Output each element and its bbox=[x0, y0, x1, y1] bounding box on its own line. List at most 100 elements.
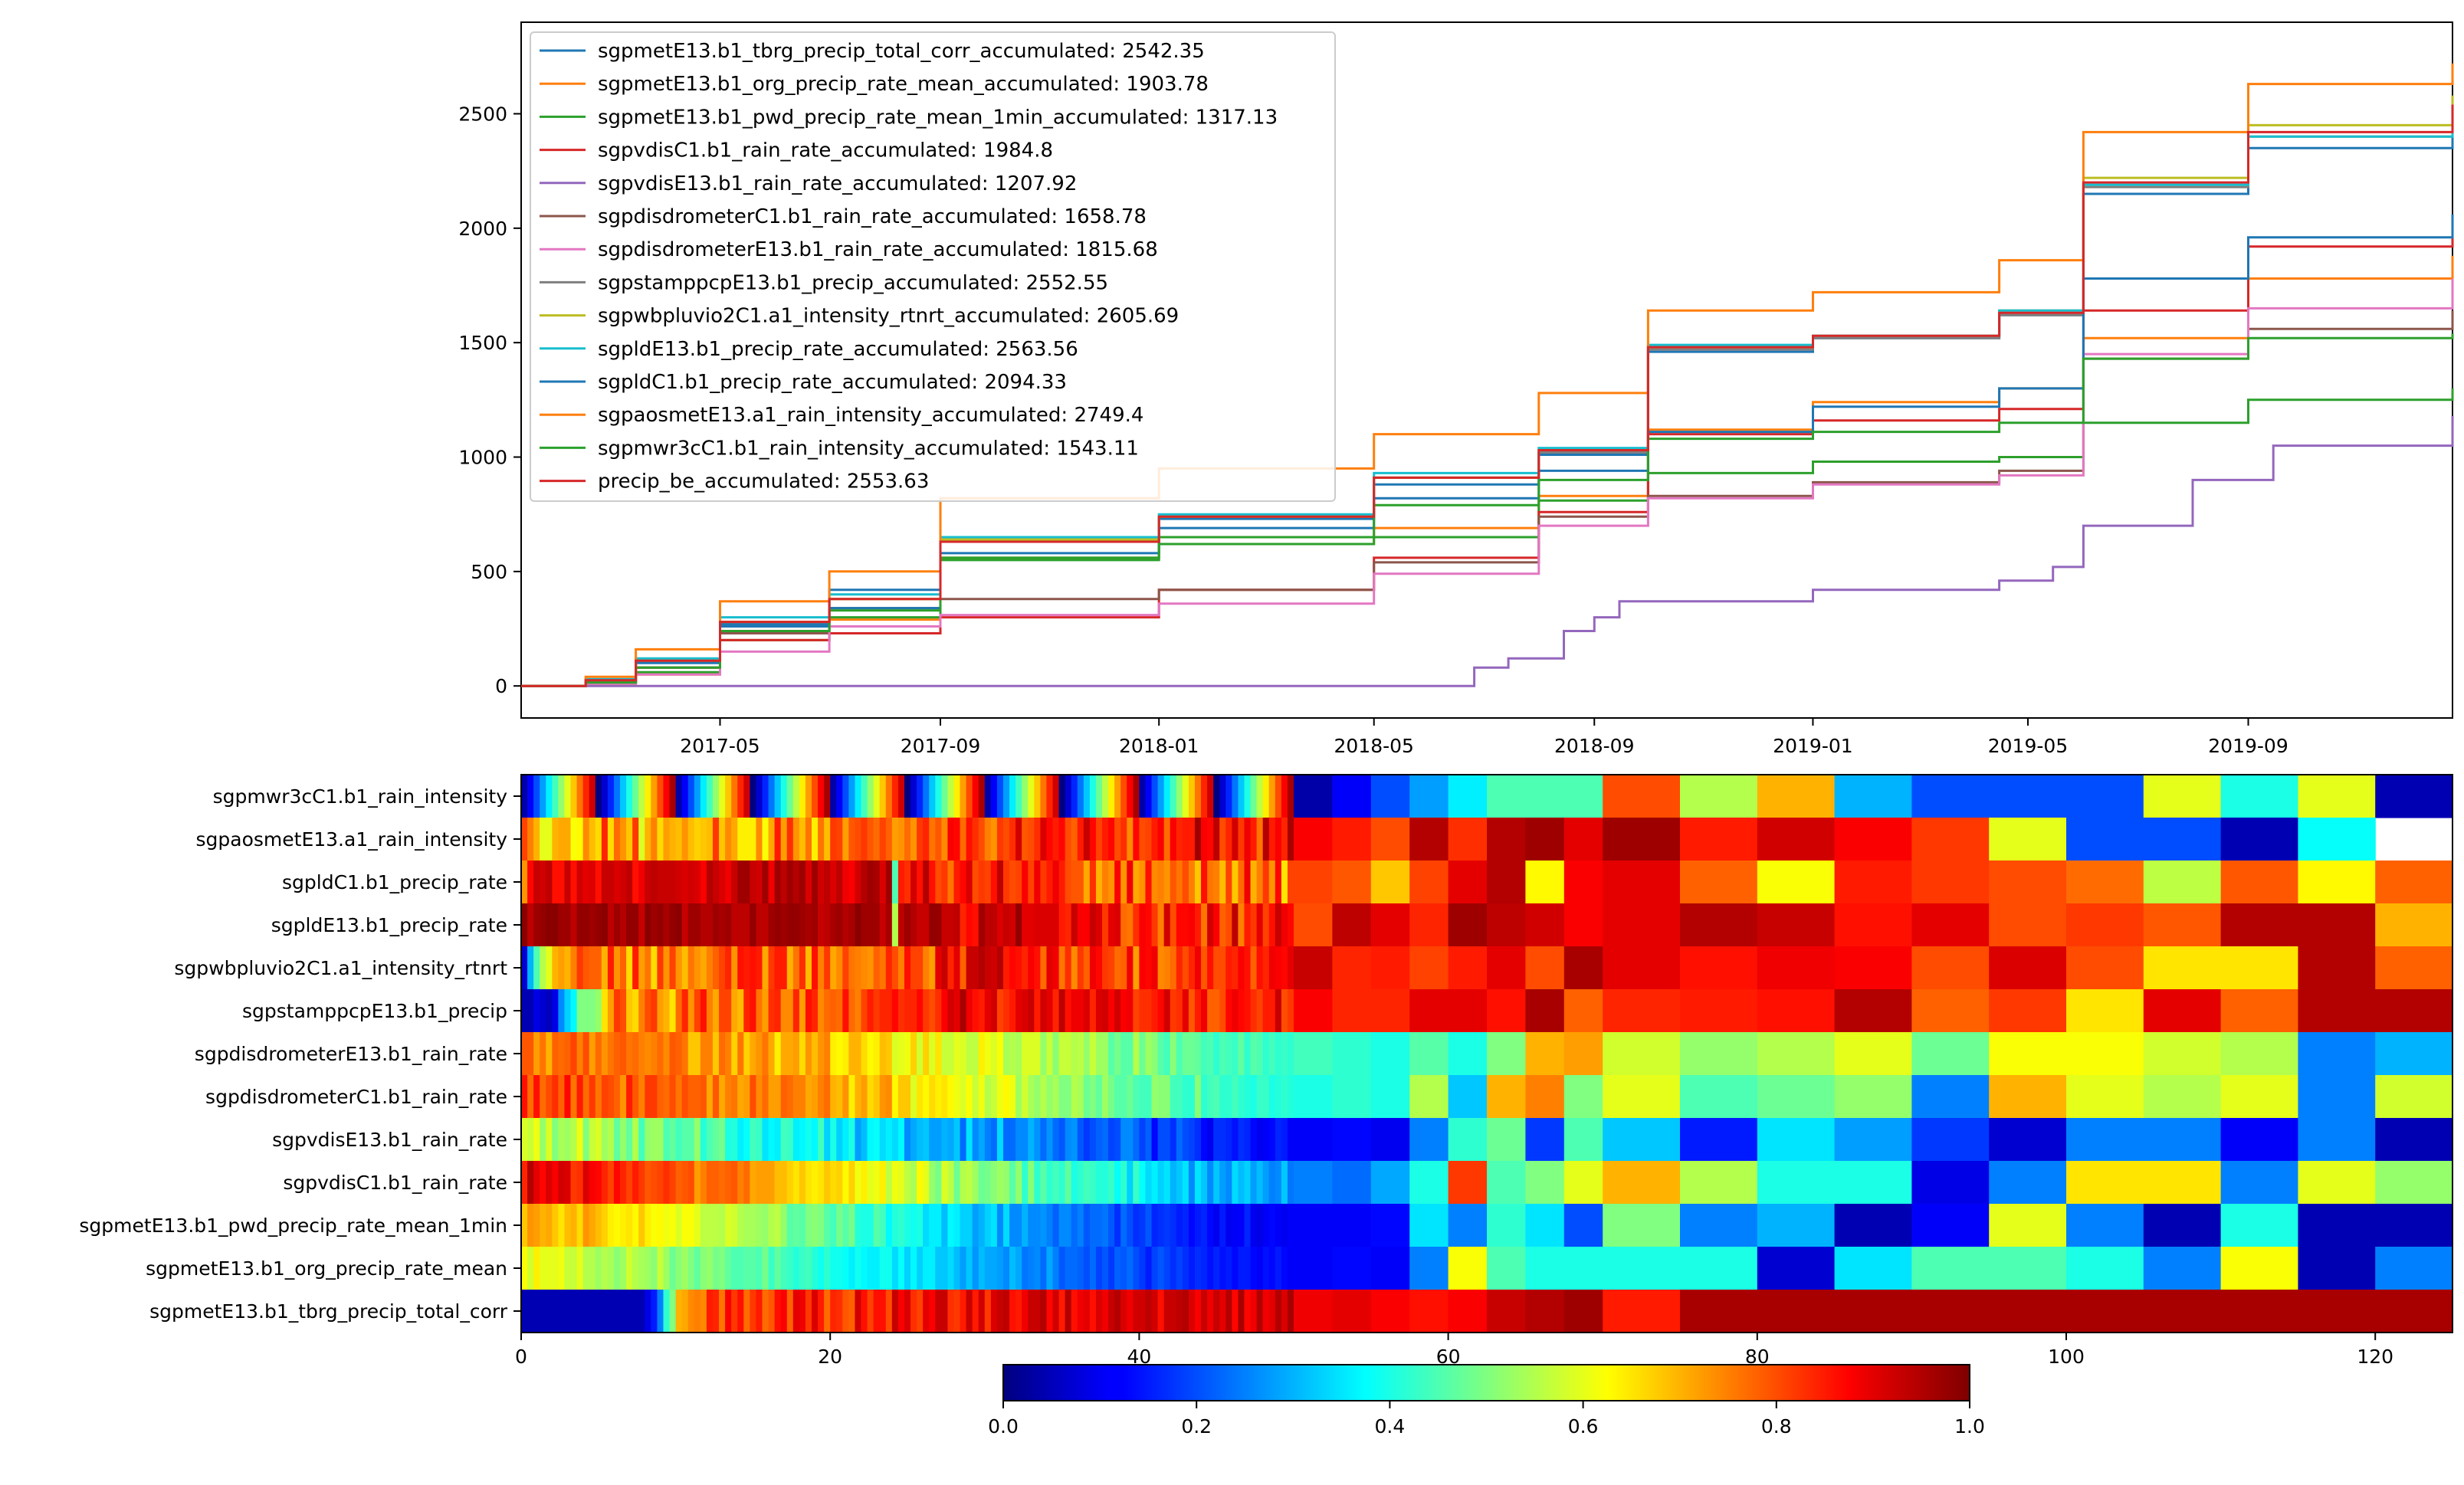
heatmap-cell bbox=[1114, 1032, 1121, 1076]
heatmap-cell bbox=[768, 861, 776, 904]
heatmap-cell bbox=[762, 1118, 769, 1162]
heatmap-cell bbox=[1370, 775, 1410, 818]
heatmap-cell bbox=[626, 1247, 633, 1290]
heatmap-cell bbox=[1232, 946, 1239, 990]
heatmap-cell bbox=[1139, 1161, 1147, 1205]
heatmap-cell bbox=[564, 1075, 572, 1119]
heatmap-cell bbox=[792, 1204, 800, 1247]
heatmap-cell bbox=[1002, 1161, 1010, 1205]
heatmap-cell bbox=[935, 946, 942, 990]
heatmap-cell bbox=[1834, 1247, 1912, 1290]
heatmap-cell bbox=[651, 1290, 658, 1333]
heatmap-cell bbox=[966, 775, 973, 818]
heatmap-cell bbox=[1525, 1204, 1565, 1247]
heatmap-cell bbox=[570, 775, 578, 818]
heatmap-cell bbox=[972, 1075, 979, 1119]
heatmap-cell bbox=[675, 1204, 683, 1247]
heatmap-cell bbox=[842, 1075, 849, 1119]
heatmap-cell bbox=[824, 1118, 831, 1162]
legend-total: 2749.4 bbox=[1074, 404, 1143, 427]
heatmap-cell bbox=[941, 1161, 949, 1205]
heatmap-cell bbox=[570, 989, 578, 1033]
heatmap-cell bbox=[1834, 861, 1912, 904]
heatmap-cell bbox=[1911, 775, 1990, 818]
heatmap-cell bbox=[1058, 818, 1066, 861]
heatmap-cell bbox=[2375, 1075, 2453, 1119]
heatmap-cell bbox=[1332, 903, 1372, 947]
heatmap-cell bbox=[1002, 1075, 1010, 1119]
heatmap-cell bbox=[2143, 1247, 2222, 1290]
heatmap-cell bbox=[984, 1032, 992, 1076]
heatmap-cell bbox=[1095, 946, 1103, 990]
heatmap-cell bbox=[799, 1204, 806, 1247]
heatmap-cell bbox=[947, 1118, 955, 1162]
heatmap-cell bbox=[620, 775, 627, 818]
heatmap-cell bbox=[669, 1161, 677, 1205]
heatmap-cell bbox=[873, 946, 881, 990]
heatmap-cell bbox=[651, 1204, 658, 1247]
heatmap-cell bbox=[1028, 903, 1035, 947]
heatmap-cell bbox=[1194, 1161, 1202, 1205]
heatmap-cell bbox=[1207, 818, 1214, 861]
heatmap-cell bbox=[1680, 1204, 1758, 1247]
heatmap-cell bbox=[805, 1118, 812, 1162]
heatmap-cell bbox=[687, 1032, 695, 1076]
heatmap-cell bbox=[1002, 775, 1010, 818]
heatmap-cell bbox=[774, 1075, 782, 1119]
heatmap-row-label: sgpmetE13.b1_org_precip_rate_mean bbox=[146, 1257, 507, 1280]
heatmap-cell bbox=[1163, 1290, 1171, 1333]
heatmap-cell bbox=[1250, 775, 1258, 818]
heatmap-cell bbox=[953, 989, 961, 1033]
heatmap-cell bbox=[941, 1075, 949, 1119]
heatmap-cell bbox=[1989, 1290, 2067, 1333]
heatmap-cell bbox=[1409, 818, 1449, 861]
heatmap-cell bbox=[848, 775, 856, 818]
heatmap-cell bbox=[966, 1290, 973, 1333]
heatmap-cell bbox=[861, 1247, 868, 1290]
heatmap-cell bbox=[1127, 1161, 1134, 1205]
heatmap-cell bbox=[1083, 861, 1091, 904]
heatmap-cell bbox=[1409, 903, 1449, 947]
heatmap-cell bbox=[836, 1247, 843, 1290]
heatmap-cell bbox=[996, 1204, 1004, 1247]
heatmap-cell bbox=[855, 903, 862, 947]
heatmap-cell bbox=[1448, 946, 1488, 990]
heatmap-cell bbox=[1332, 818, 1372, 861]
heatmap-cell bbox=[1052, 1290, 1060, 1333]
heatmap-cell bbox=[1182, 946, 1189, 990]
heatmap-cell bbox=[805, 861, 812, 904]
heatmap-cell bbox=[1015, 989, 1022, 1033]
heatmap-cell bbox=[607, 1118, 615, 1162]
heatmap-cell bbox=[1157, 1161, 1165, 1205]
heatmap-cell bbox=[663, 1118, 671, 1162]
heatmap-cell bbox=[1757, 775, 1836, 818]
heatmap-cell bbox=[681, 1075, 689, 1119]
heatmap-cell bbox=[879, 1032, 887, 1076]
heatmap-cell bbox=[935, 861, 942, 904]
heatmap-cell bbox=[1127, 818, 1134, 861]
heatmap-cell bbox=[1133, 1290, 1140, 1333]
heatmap-cell bbox=[2143, 903, 2222, 947]
heatmap-cell bbox=[2220, 989, 2298, 1033]
heatmap-cell bbox=[1108, 818, 1115, 861]
y-tick-label: 0 bbox=[495, 675, 507, 697]
heatmap-cell bbox=[1238, 1075, 1245, 1119]
heatmap-cell bbox=[1188, 1290, 1196, 1333]
heatmap-cell bbox=[1232, 1247, 1239, 1290]
heatmap-cell bbox=[1046, 1161, 1054, 1205]
heatmap-cell bbox=[638, 946, 645, 990]
heatmap-cell bbox=[1176, 818, 1183, 861]
heatmap-cell bbox=[1213, 861, 1220, 904]
heatmap-cell bbox=[855, 1290, 862, 1333]
legend-separator: : bbox=[970, 139, 983, 162]
heatmap-cell bbox=[935, 989, 942, 1033]
heatmap-cell bbox=[1680, 1032, 1758, 1076]
heatmap-cell bbox=[632, 775, 639, 818]
heatmap-cell bbox=[1262, 946, 1270, 990]
heatmap-cell bbox=[1448, 1290, 1488, 1333]
heatmap-cell bbox=[1163, 775, 1171, 818]
heatmap-cell bbox=[1213, 1204, 1220, 1247]
heatmap-cell bbox=[978, 1290, 986, 1333]
heatmap-cell bbox=[786, 1075, 794, 1119]
heatmap-cell bbox=[1108, 1204, 1115, 1247]
